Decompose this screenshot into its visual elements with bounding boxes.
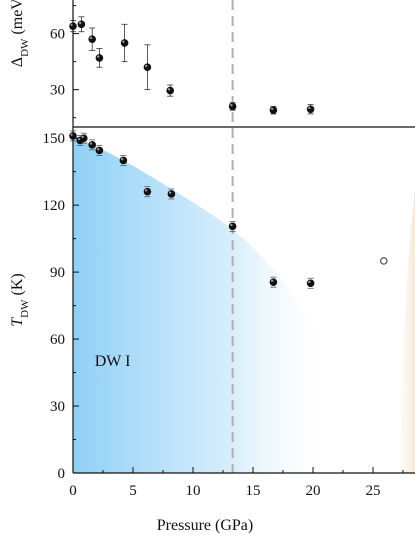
y-tick-label: 90 (50, 265, 65, 281)
bottom-data-point (143, 187, 152, 196)
top-data-point-highlight (230, 103, 233, 107)
top-y-tick-label: 60 (50, 27, 65, 43)
x-tick-label: 5 (129, 483, 137, 499)
top-data-point (166, 86, 174, 95)
top-data-point (77, 20, 86, 29)
y-tick-label: 0 (58, 466, 66, 482)
top-data-point (269, 106, 278, 114)
top-data-point (95, 54, 104, 62)
top-data-point-highlight (167, 88, 171, 91)
x-tick-label: 20 (306, 483, 321, 499)
top-y-tick-label: 30 (50, 83, 65, 99)
bottom-data-point (306, 279, 315, 288)
bottom-data-point-highlight (81, 135, 84, 139)
top-data-point-highlight (122, 40, 125, 43)
y-tick-label: 150 (43, 131, 66, 147)
top-data-point (120, 39, 129, 47)
bottom-data-point (269, 278, 278, 286)
bottom-data-point (80, 134, 88, 142)
bottom-data-point (228, 222, 237, 231)
top-data-point-highlight (89, 36, 93, 40)
y-axis-title: TDW (K) (9, 273, 31, 326)
bottom-data-point-highlight (121, 157, 124, 161)
top-data-point-highlight (97, 55, 100, 58)
phase-label-dw1: DW I (95, 353, 131, 370)
top-data-point-highlight (79, 21, 82, 25)
top-data-point-highlight (145, 64, 148, 68)
bottom-data-point-highlight (230, 223, 233, 227)
bottom-data-point-highlight (145, 189, 148, 192)
bottom-data-point (119, 156, 128, 165)
top-data-point (228, 102, 237, 111)
x-axis-title: Pressure (GPa) (157, 517, 253, 534)
top-data-point (143, 63, 152, 72)
bottom-data-point (167, 190, 176, 198)
x-tick-label: 0 (69, 483, 77, 499)
top-data-point (306, 105, 315, 114)
bottom-data-point-highlight (97, 147, 100, 151)
x-tick-label: 15 (246, 483, 261, 499)
bottom-data-point-highlight (308, 280, 311, 284)
top-data-point (88, 35, 96, 44)
phase-region-right (400, 190, 415, 473)
top-data-point-highlight (271, 107, 274, 111)
phase-region-dw1 (73, 135, 358, 474)
top-data-point-highlight (308, 106, 311, 110)
bottom-data-point (95, 146, 104, 155)
bottom-data-point (88, 141, 96, 149)
bottom-data-point-highlight (89, 142, 93, 145)
open-data-point (380, 257, 388, 265)
bottom-data-point-highlight (271, 279, 274, 283)
x-tick-label: 25 (366, 483, 381, 499)
y-tick-label: 60 (50, 332, 65, 348)
x-tick-label: 10 (186, 483, 201, 499)
y-tick-label: 30 (50, 399, 65, 415)
y-tick-label: 120 (43, 198, 66, 214)
top-y-axis-title: ΔDW (meV) (9, 0, 31, 67)
bottom-data-point-highlight (169, 191, 172, 194)
